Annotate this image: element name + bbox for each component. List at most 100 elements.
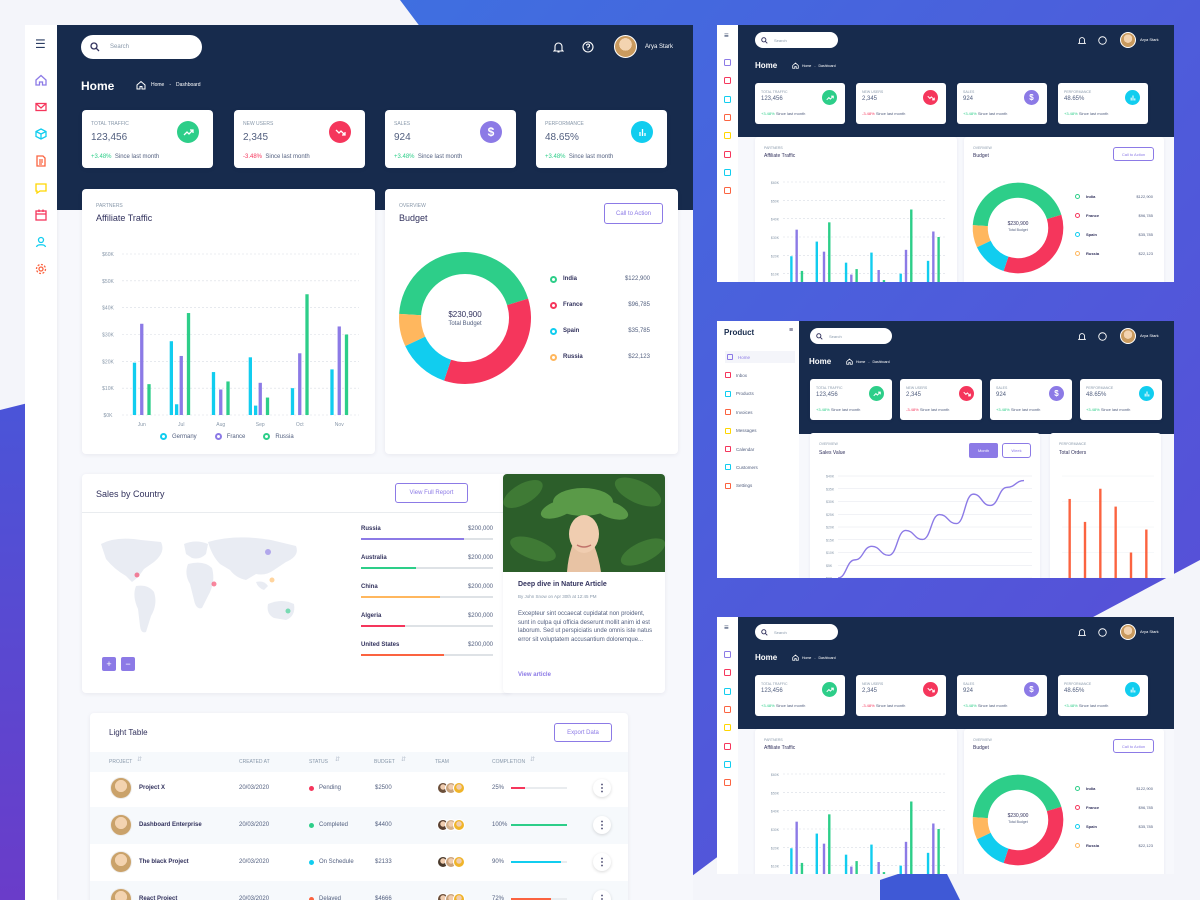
order-bar[interactable] xyxy=(1129,552,1133,579)
project-name[interactable]: Project X xyxy=(139,785,166,791)
nav-item-products[interactable]: Products xyxy=(725,390,754,397)
more-options-icon[interactable]: ⋮ xyxy=(593,890,611,900)
bar-germany[interactable] xyxy=(790,848,793,874)
settings-icon[interactable] xyxy=(724,187,731,195)
nav-item-customers[interactable]: Customers xyxy=(725,464,758,471)
calendar-icon[interactable] xyxy=(724,742,731,750)
zoom-in-button[interactable]: + xyxy=(102,657,116,671)
call-to-action-button[interactable]: Call to Action xyxy=(604,203,663,224)
bar-russia[interactable] xyxy=(186,313,191,415)
bell-icon[interactable] xyxy=(553,41,564,53)
avatar[interactable] xyxy=(1120,32,1136,48)
bar-france[interactable] xyxy=(932,823,935,875)
box-icon[interactable] xyxy=(724,687,731,695)
bar-germany[interactable] xyxy=(174,404,179,415)
bar-france[interactable] xyxy=(337,326,341,415)
donut-slice-spain[interactable] xyxy=(976,832,1009,863)
donut-slice-france[interactable] xyxy=(444,298,531,384)
column-header[interactable]: STATUS xyxy=(309,759,328,765)
team-avatar[interactable] xyxy=(453,893,465,900)
bar-france[interactable] xyxy=(850,866,853,874)
bar-russia[interactable] xyxy=(937,237,940,282)
bar-russia[interactable] xyxy=(800,862,804,874)
column-header[interactable]: CREATED AT xyxy=(239,759,270,765)
project-name[interactable]: The black Project xyxy=(139,859,189,865)
mail-icon[interactable] xyxy=(34,100,48,114)
bar-germany[interactable] xyxy=(844,262,848,282)
bar-france[interactable] xyxy=(932,231,935,283)
bar-france[interactable] xyxy=(219,389,223,415)
bar-france[interactable] xyxy=(904,841,908,874)
table-row[interactable]: Project X 20/03/2020 Pending $2500 25% ⋮ xyxy=(90,770,628,807)
calendar-icon[interactable] xyxy=(34,208,48,222)
breadcrumb-home[interactable]: Home xyxy=(802,655,812,660)
view-full-report-button[interactable]: View Full Report xyxy=(395,483,468,503)
order-bar[interactable] xyxy=(1068,498,1071,578)
home-icon[interactable] xyxy=(792,62,799,69)
project-name[interactable]: React Project xyxy=(139,896,178,900)
bar-germany[interactable] xyxy=(844,854,848,874)
sort-icon[interactable]: ⇵ xyxy=(401,757,407,763)
sort-icon[interactable]: ⇵ xyxy=(137,757,143,763)
home-icon[interactable] xyxy=(792,654,799,661)
bar-france[interactable] xyxy=(795,229,798,282)
bar-germany[interactable] xyxy=(899,865,902,874)
search-input[interactable]: Search xyxy=(755,32,838,48)
document-icon[interactable] xyxy=(724,113,731,121)
user-name[interactable]: Arya Stark xyxy=(1140,37,1159,42)
article-image[interactable] xyxy=(503,474,665,572)
bar-russia[interactable] xyxy=(265,397,270,415)
donut-slice-india[interactable] xyxy=(399,251,529,316)
bar-germany[interactable] xyxy=(211,372,216,415)
bar-france[interactable] xyxy=(795,821,798,874)
week-tab[interactable]: Week xyxy=(1002,443,1031,458)
search-input[interactable]: Search xyxy=(810,328,892,344)
bar-germany[interactable] xyxy=(899,273,902,282)
bar-germany[interactable] xyxy=(926,260,930,282)
search-input[interactable]: Search xyxy=(81,35,202,59)
more-options-icon[interactable]: ⋮ xyxy=(593,853,611,871)
box-icon[interactable] xyxy=(724,95,731,103)
bar-russia[interactable] xyxy=(882,872,886,874)
bar-france[interactable] xyxy=(877,862,880,874)
bar-germany[interactable] xyxy=(169,341,173,415)
help-icon[interactable] xyxy=(582,41,594,53)
bell-icon[interactable] xyxy=(1078,332,1086,341)
bar-russia[interactable] xyxy=(882,280,886,282)
table-row[interactable]: The black Project 20/03/2020 On Schedule $2… xyxy=(90,844,628,881)
bar-germany[interactable] xyxy=(290,388,295,415)
menu-icon[interactable]: ≡ xyxy=(789,327,794,334)
home-icon[interactable] xyxy=(34,73,48,87)
bar-russia[interactable] xyxy=(910,801,913,875)
bar-russia[interactable] xyxy=(305,294,309,415)
avatar[interactable] xyxy=(614,35,637,58)
bar-germany[interactable] xyxy=(815,833,818,874)
bar-russia[interactable] xyxy=(828,222,831,282)
help-icon[interactable] xyxy=(1098,628,1107,637)
user-name[interactable]: Arya Stark xyxy=(1140,629,1159,634)
bar-germany[interactable] xyxy=(815,241,818,282)
team-avatar[interactable] xyxy=(453,856,465,868)
mail-icon[interactable] xyxy=(724,77,731,85)
settings-icon[interactable] xyxy=(724,779,731,787)
bar-france[interactable] xyxy=(179,355,183,415)
sort-icon[interactable]: ⇵ xyxy=(335,757,341,763)
bar-germany[interactable] xyxy=(132,362,137,415)
breadcrumb-home[interactable]: Home xyxy=(151,82,165,88)
bar-france[interactable] xyxy=(822,843,826,874)
donut-slice-spain[interactable] xyxy=(976,240,1009,271)
bar-germany[interactable] xyxy=(253,405,258,415)
donut-slice-russia[interactable] xyxy=(972,225,991,248)
bar-russia[interactable] xyxy=(855,269,858,282)
nav-item-settings[interactable]: Settings xyxy=(725,482,752,489)
donut-slice-france[interactable] xyxy=(1003,214,1064,274)
donut-slice-india[interactable] xyxy=(972,774,1062,819)
table-row[interactable]: Dashboard Enterprise 20/03/2020 Completed $… xyxy=(90,807,628,844)
bar-germany[interactable] xyxy=(330,369,334,415)
column-header[interactable]: BUDGET xyxy=(374,759,395,765)
bar-russia[interactable] xyxy=(800,270,804,282)
bar-france[interactable] xyxy=(298,353,302,415)
home-icon[interactable] xyxy=(724,59,731,66)
bar-russia[interactable] xyxy=(855,861,858,874)
view-article-link[interactable]: View article xyxy=(518,672,551,678)
